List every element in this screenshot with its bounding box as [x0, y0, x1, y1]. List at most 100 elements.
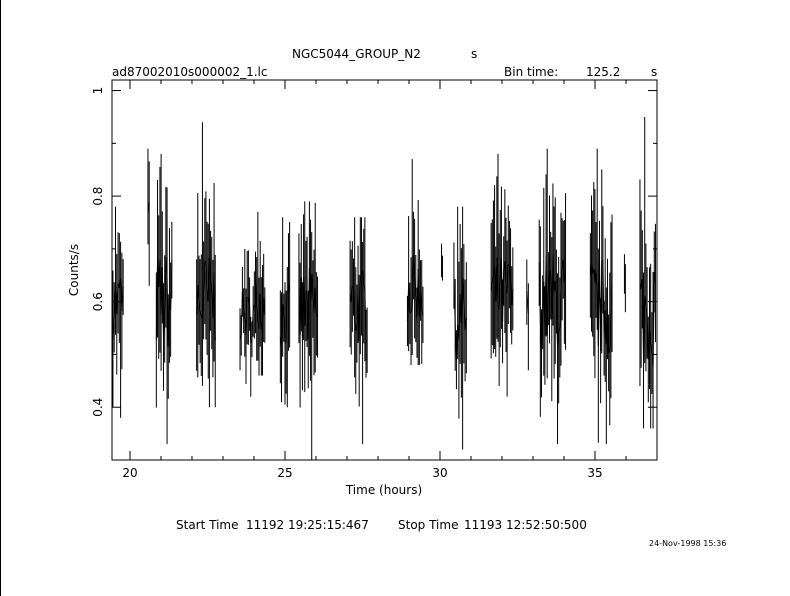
curve-step — [496, 257, 499, 309]
curve-step — [420, 290, 423, 313]
curve-step — [199, 310, 202, 316]
curve-step — [644, 296, 647, 308]
start-time-value: 11192 19:25:15:467 — [246, 518, 369, 532]
curve-step — [203, 261, 206, 291]
curve-step — [250, 339, 253, 343]
bin-time-unit: s — [651, 65, 658, 79]
curve-step — [283, 317, 286, 344]
curve-step — [284, 341, 287, 344]
curve-step — [362, 270, 365, 287]
data-segment — [239, 248, 257, 397]
curve-step — [204, 260, 207, 266]
curve-step — [365, 340, 368, 344]
curve-step — [508, 264, 512, 281]
y-tick-label: 1 — [91, 87, 105, 95]
y-tick-label: 0.6 — [91, 292, 105, 311]
curve-step — [653, 271, 656, 284]
curve-step — [648, 328, 652, 345]
curve-step — [549, 269, 552, 276]
curve-step — [121, 287, 124, 311]
curve-step — [363, 285, 366, 290]
data-segment — [255, 211, 266, 376]
curve-step — [455, 324, 459, 360]
curve-step — [358, 281, 361, 341]
curve-step — [491, 276, 494, 283]
curve-step — [311, 274, 314, 300]
curve-step — [490, 282, 493, 291]
curve-step — [287, 284, 291, 293]
curve-step — [555, 291, 559, 349]
curve-step — [263, 297, 266, 316]
curve-step — [280, 304, 284, 348]
curve-step — [647, 328, 650, 360]
curve-step — [352, 287, 356, 323]
curve-step — [112, 317, 115, 339]
curve-step — [554, 280, 557, 292]
curve-step — [652, 271, 655, 367]
curve-step — [551, 254, 554, 320]
curve-step — [161, 267, 164, 337]
x-axis-label: Time (hours) — [345, 483, 422, 497]
curve-step — [609, 310, 612, 350]
data-segment — [490, 153, 514, 397]
left-border-rule — [0, 0, 1, 596]
x-tick-label: 30 — [432, 466, 447, 480]
curve-step — [251, 311, 254, 340]
curve-step — [410, 309, 413, 313]
curve-step — [498, 278, 501, 310]
tick-labels: 20 25 30 35 0.4 0.6 0.8 1 — [91, 87, 603, 480]
curve-step — [560, 269, 563, 290]
curve-step — [540, 312, 544, 354]
x-tick-label: 35 — [587, 466, 602, 480]
curve-step — [441, 263, 443, 268]
file-name: ad87002010s000002_1.lc — [112, 65, 268, 79]
curve-step — [547, 269, 551, 289]
curve-step — [197, 285, 200, 301]
curve-step — [164, 257, 167, 309]
curve-step — [409, 312, 412, 314]
data-segment — [196, 122, 216, 408]
data-segment — [298, 201, 319, 460]
curve-step — [304, 290, 307, 326]
data-segment — [349, 217, 368, 445]
curve-step — [411, 255, 414, 310]
data-segment — [623, 254, 626, 313]
curve-step — [563, 271, 567, 282]
curve-step — [650, 344, 653, 354]
curve-step — [243, 310, 246, 320]
curve-step — [155, 258, 159, 340]
curve-step — [116, 282, 119, 315]
curve-step — [511, 288, 514, 306]
curve-step — [305, 290, 308, 293]
chart-title: NGC5044_GROUP_N2 — [292, 47, 421, 61]
curve-step — [282, 304, 285, 318]
curve-step — [196, 285, 199, 316]
curve-step — [464, 317, 467, 331]
curve-step — [414, 278, 417, 299]
curve-step — [462, 278, 465, 304]
curve-step — [453, 275, 456, 325]
curve-step — [147, 202, 150, 214]
curve-step — [259, 293, 262, 330]
curve-step — [355, 323, 358, 331]
bin-time-value: 125.2 — [586, 65, 621, 79]
y-tick-label: 0.8 — [91, 187, 105, 206]
curve-step — [557, 330, 560, 349]
curve-step — [600, 261, 603, 351]
y-tick-label: 0.4 — [91, 398, 105, 417]
curve-step — [562, 259, 565, 282]
curve-step — [285, 291, 288, 343]
y-axis-label: Counts/s — [67, 244, 81, 296]
curve-step — [241, 291, 245, 311]
curve-step — [162, 308, 166, 337]
curve-step — [526, 291, 529, 314]
curve-step — [208, 257, 212, 281]
curve-step — [610, 283, 613, 311]
data-segment — [279, 217, 291, 408]
data-segment — [441, 243, 443, 281]
curve-step — [545, 255, 548, 336]
data-segment — [155, 153, 173, 445]
stop-time-label: Stop Time — [398, 518, 459, 532]
curve-step — [538, 262, 541, 322]
curve-step — [463, 303, 466, 331]
